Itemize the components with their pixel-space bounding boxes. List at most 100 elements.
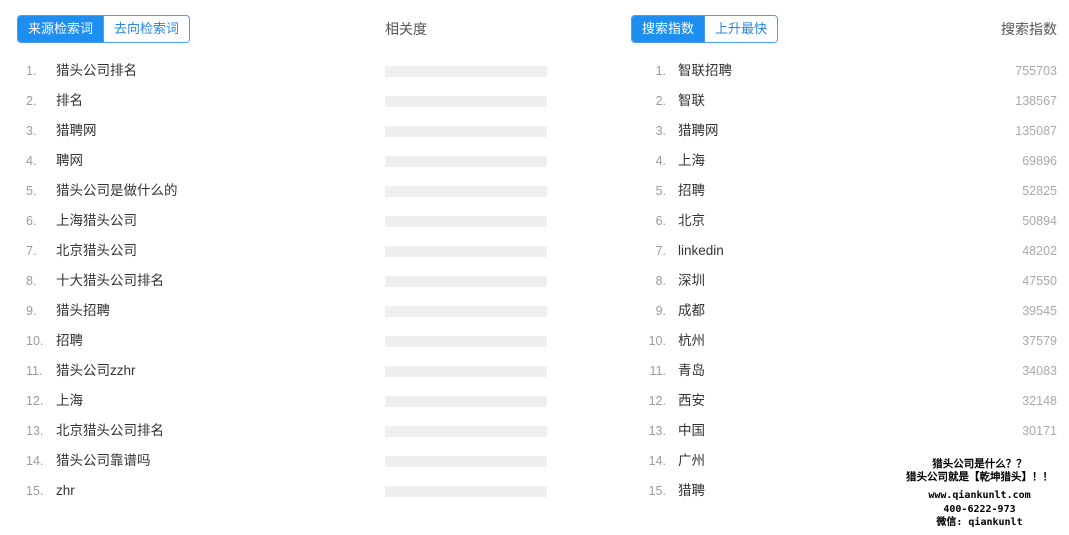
keyword-label[interactable]: 十大猎头公司排名 <box>56 273 164 288</box>
keyword-label[interactable]: 成都 <box>678 303 705 318</box>
keyword-label[interactable]: 深圳 <box>678 273 705 288</box>
list-item[interactable]: 13. 北京猎头公司排名 <box>0 416 560 446</box>
keyword-label[interactable]: 西安 <box>678 393 705 408</box>
rank-number: 12. <box>26 394 44 408</box>
keyword-label[interactable]: 猎头公司是做什么的 <box>56 183 178 198</box>
search-index-list: 1. 智联招聘 755703 2. 智联 138567 3. 猎聘网 13508… <box>620 56 1069 506</box>
keyword-label[interactable]: 青岛 <box>678 363 705 378</box>
keyword-label[interactable]: zhr <box>56 483 75 498</box>
relevance-bar-track <box>385 396 547 407</box>
keyword-label[interactable]: 北京 <box>678 213 705 228</box>
keyword-label[interactable]: 杭州 <box>678 333 705 348</box>
keyword-label[interactable]: 上海 <box>56 393 83 408</box>
list-item[interactable]: 7. 北京猎头公司 <box>0 236 560 266</box>
keyword-label[interactable]: 猎头招聘 <box>56 303 110 318</box>
keyword-label[interactable]: 排名 <box>56 93 83 108</box>
rank-number: 12. <box>648 394 666 408</box>
list-item[interactable]: 11. 青岛 34083 <box>620 356 1069 386</box>
list-item[interactable]: 2. 智联 138567 <box>620 86 1069 116</box>
keyword-label[interactable]: 中国 <box>678 423 705 438</box>
keyword-label[interactable]: 上海 <box>678 153 705 168</box>
keyword-label[interactable]: 猎头公司排名 <box>56 63 137 78</box>
index-value: 135087 <box>1015 124 1057 138</box>
list-item[interactable]: 4. 上海 69896 <box>620 146 1069 176</box>
index-value: 34083 <box>1022 364 1057 378</box>
index-value: 755703 <box>1015 64 1057 78</box>
rank-number: 8. <box>655 274 666 288</box>
keyword-label[interactable]: 猎聘网 <box>56 123 97 138</box>
list-item[interactable]: 6. 上海猎头公司 <box>0 206 560 236</box>
rank-number: 6. <box>655 214 666 228</box>
rank-number: 3. <box>26 124 37 138</box>
rank-number: 11. <box>649 364 666 378</box>
tab-destination-keywords[interactable]: 去向检索词 <box>103 16 190 42</box>
rank-number: 15. <box>648 484 666 498</box>
source-keywords-list: 1. 猎头公司排名 2. 排名 3. 猎聘网 4. 聘网 <box>0 56 560 506</box>
list-item[interactable]: 3. 猎聘网 135087 <box>620 116 1069 146</box>
list-item[interactable]: 7. linkedin 48202 <box>620 236 1069 266</box>
right-tab-group[interactable]: 搜索指数 上升最快 <box>632 16 778 42</box>
list-item[interactable]: 8. 十大猎头公司排名 <box>0 266 560 296</box>
list-item[interactable]: 6. 北京 50894 <box>620 206 1069 236</box>
keyword-label[interactable]: 招聘 <box>678 183 705 198</box>
list-item[interactable]: 15. 猎聘 <box>620 476 1069 506</box>
relevance-bar-track <box>385 336 547 347</box>
list-item[interactable]: 10. 杭州 37579 <box>620 326 1069 356</box>
list-item[interactable]: 12. 西安 32148 <box>620 386 1069 416</box>
keyword-label[interactable]: 猎头公司靠谱吗 <box>56 453 151 468</box>
keyword-label[interactable]: 上海猎头公司 <box>56 213 137 228</box>
list-item[interactable]: 12. 上海 <box>0 386 560 416</box>
list-item[interactable]: 8. 深圳 47550 <box>620 266 1069 296</box>
list-item[interactable]: 1. 智联招聘 755703 <box>620 56 1069 86</box>
keyword-label[interactable]: 猎头公司zzhr <box>56 363 136 378</box>
list-item[interactable]: 4. 聘网 <box>0 146 560 176</box>
source-keywords-panel: 来源检索词 去向检索词 相关度 1. 猎头公司排名 2. 排名 3. 猎聘网 <box>0 16 560 506</box>
list-item[interactable]: 3. 猎聘网 <box>0 116 560 146</box>
watermark-line-1: 猎头公司是什么？？ <box>932 457 1027 470</box>
tab-search-index[interactable]: 搜索指数 <box>632 16 705 42</box>
index-value: 47550 <box>1022 274 1057 288</box>
keyword-label[interactable]: 聘网 <box>56 153 83 168</box>
keyword-label[interactable]: 广州 <box>678 453 705 468</box>
index-value: 30171 <box>1022 424 1057 438</box>
rank-number: 5. <box>26 184 37 198</box>
rank-number: 3. <box>655 124 666 138</box>
list-item[interactable]: 14. 猎头公司靠谱吗 <box>0 446 560 476</box>
keyword-label[interactable]: 猎聘网 <box>678 123 719 138</box>
keyword-label[interactable]: 招聘 <box>56 333 83 348</box>
index-value: 52825 <box>1022 184 1057 198</box>
watermark-wechat: 微信: qiankunlt <box>936 516 1023 528</box>
keyword-label[interactable]: 北京猎头公司排名 <box>56 423 164 438</box>
left-tab-group[interactable]: 来源检索词 去向检索词 <box>18 16 190 42</box>
rank-number: 1. <box>26 64 37 78</box>
list-item[interactable]: 9. 猎头招聘 <box>0 296 560 326</box>
list-item[interactable]: 2. 排名 <box>0 86 560 116</box>
relevance-bar-track <box>385 366 547 377</box>
relevance-bar-track <box>385 246 547 257</box>
list-item[interactable]: 1. 猎头公司排名 <box>0 56 560 86</box>
rank-number: 10. <box>26 334 44 348</box>
index-value: 48202 <box>1022 244 1057 258</box>
list-item[interactable]: 11. 猎头公司zzhr <box>0 356 560 386</box>
relevance-bar-track <box>385 66 547 77</box>
relevance-bar-track <box>385 156 547 167</box>
rank-number: 11. <box>26 364 43 378</box>
rank-number: 2. <box>26 94 37 108</box>
keyword-label[interactable]: 智联招聘 <box>678 63 732 78</box>
index-value: 69896 <box>1022 154 1057 168</box>
list-item[interactable]: 13. 中国 30171 <box>620 416 1069 446</box>
keyword-label[interactable]: 智联 <box>678 93 705 108</box>
rank-number: 6. <box>26 214 37 228</box>
list-item[interactable]: 15. zhr <box>0 476 560 506</box>
keyword-label[interactable]: linkedin <box>678 243 724 258</box>
tab-source-keywords[interactable]: 来源检索词 <box>18 16 104 42</box>
keyword-label[interactable]: 猎聘 <box>678 483 705 498</box>
list-item[interactable]: 5. 招聘 52825 <box>620 176 1069 206</box>
list-item[interactable]: 5. 猎头公司是做什么的 <box>0 176 560 206</box>
list-item[interactable]: 10. 招聘 <box>0 326 560 356</box>
list-item[interactable]: 9. 成都 39545 <box>620 296 1069 326</box>
relevance-bar-track <box>385 186 547 197</box>
tab-fastest-rising[interactable]: 上升最快 <box>704 16 778 42</box>
list-item[interactable]: 14. 广州 <box>620 446 1069 476</box>
keyword-label[interactable]: 北京猎头公司 <box>56 243 137 258</box>
